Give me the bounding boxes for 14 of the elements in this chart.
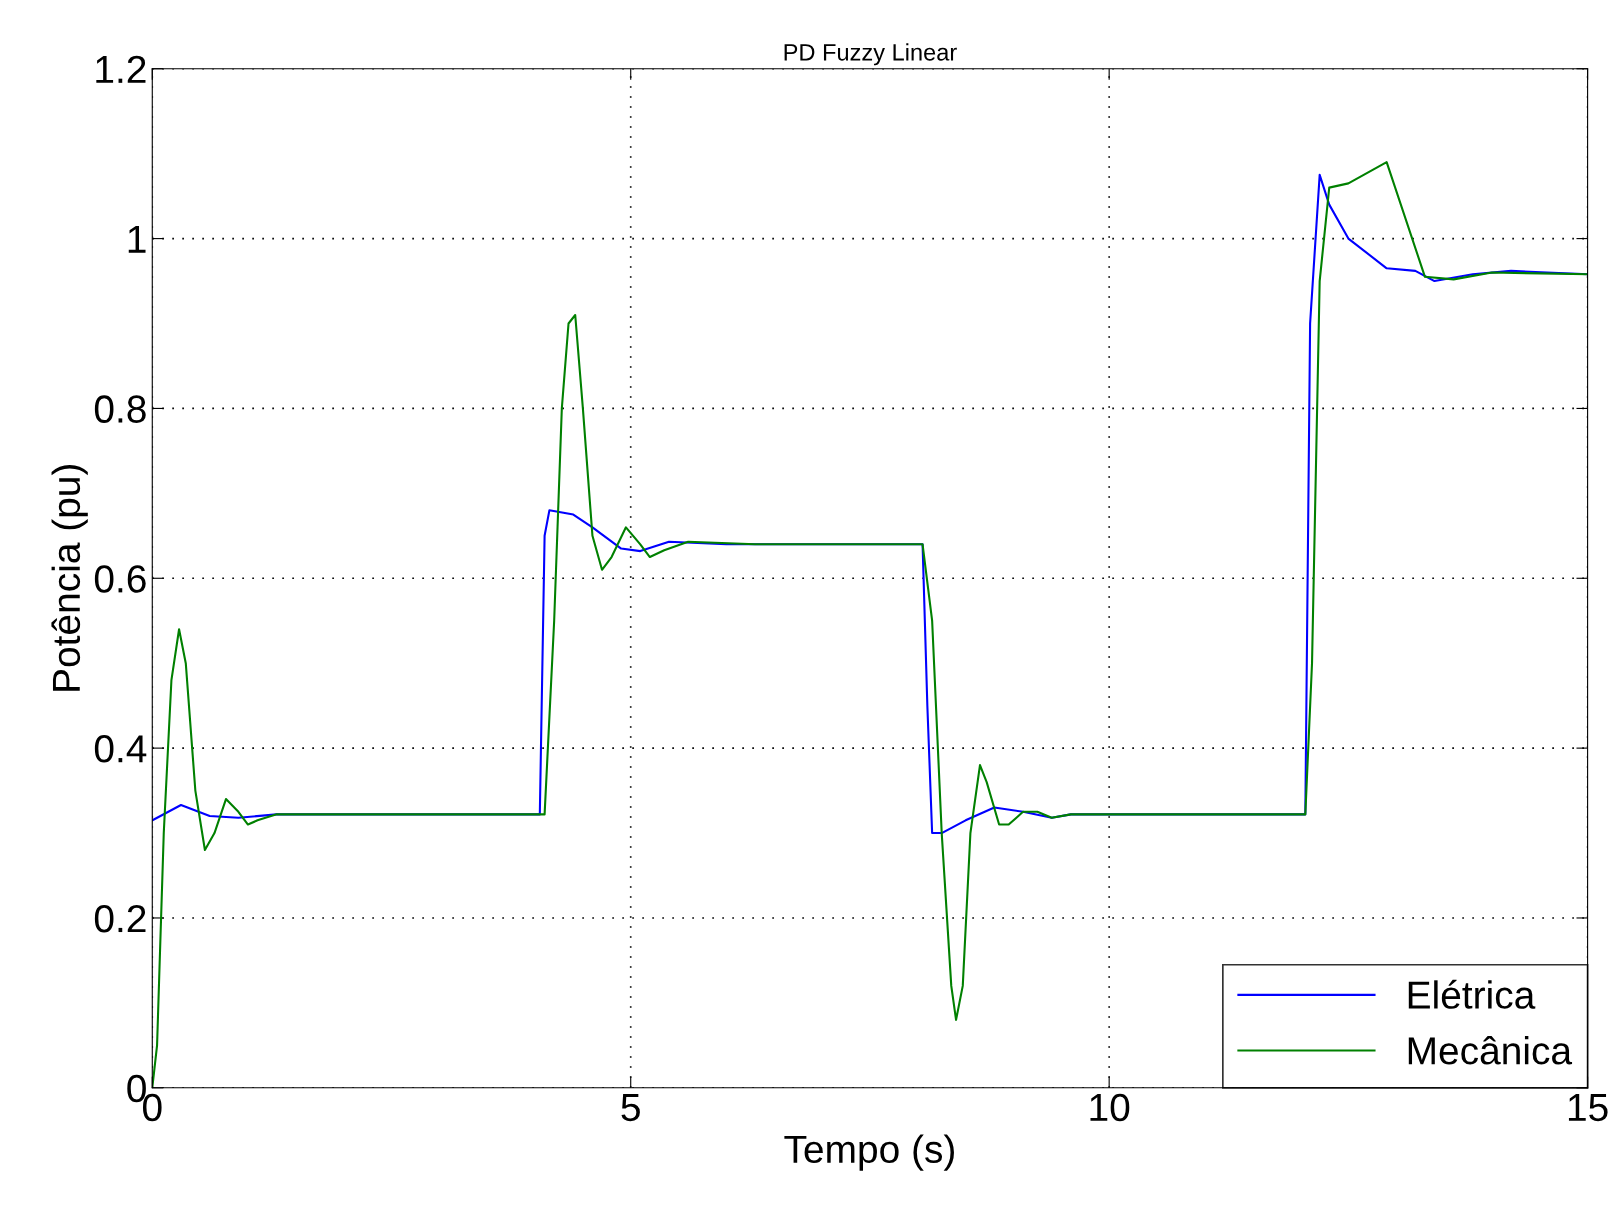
y-tick-label: 1.2 xyxy=(96,55,146,83)
y-tick-label: 0.8 xyxy=(94,395,146,423)
y-axis-title: Potência (pu) xyxy=(51,465,88,691)
y-tick-label: 0.6 xyxy=(94,565,146,593)
x-axis-title: Tempo (s) xyxy=(784,1134,954,1171)
x-tick-label: 5 xyxy=(621,1094,640,1122)
y-tick-label: 0.4 xyxy=(94,735,147,763)
x-tick-label: 15 xyxy=(1568,1094,1608,1122)
chart-title: PD Fuzzy Linear xyxy=(784,43,957,66)
y-tick-label: 1 xyxy=(128,225,146,253)
legend-label: Mecânica xyxy=(1408,1035,1573,1065)
y-tick-label: 0.2 xyxy=(94,904,146,933)
legend-label: Elétrica xyxy=(1408,979,1536,1009)
x-tick-label: 10 xyxy=(1090,1093,1130,1122)
